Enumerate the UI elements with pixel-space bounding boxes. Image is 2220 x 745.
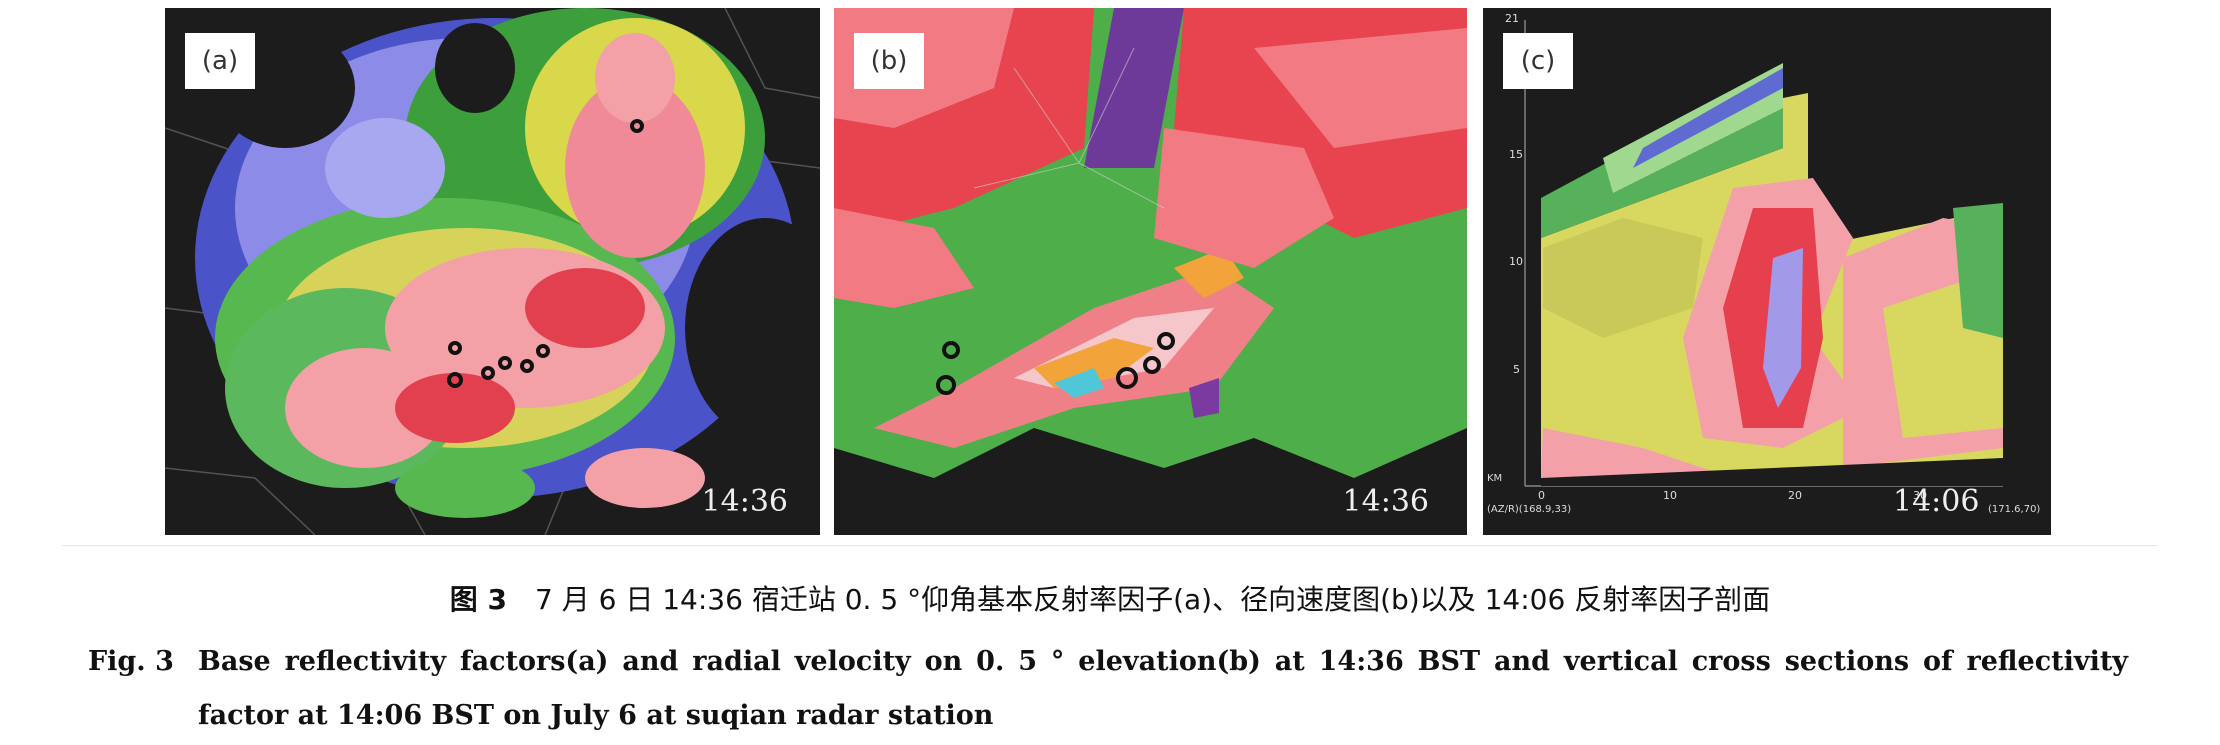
figure-divider — [62, 545, 2157, 546]
x-tick-10: 10 — [1663, 489, 1677, 502]
end-coordinate: (171.6,70) — [1988, 504, 2041, 515]
caption-english-label: Fig. 3 — [88, 646, 174, 677]
y-tick-10: 10 — [1509, 255, 1523, 268]
cross-section-image — [1483, 8, 2051, 535]
panel-b-radial-velocity: (b) 14:36 — [834, 8, 1467, 535]
panel-c-cross-section: (c) 21 15 10 5 KM 0 10 20 30 (AZ/R)(168.… — [1483, 8, 2051, 535]
y-tick-21: 21 — [1505, 12, 1519, 25]
x-tick-20: 20 — [1788, 489, 1802, 502]
y-tick-15: 15 — [1509, 148, 1523, 161]
start-coordinate: (AZ/R)(168.9,33) — [1487, 504, 1572, 515]
panel-label-a: (a) — [185, 33, 255, 89]
caption-chinese-label: 图 3 — [449, 583, 508, 616]
x-tick-30: 30 — [1913, 489, 1927, 502]
caption-english: Fig. 3 Base reflectivity factors(a) and … — [88, 635, 2128, 743]
panel-time-b: 14:36 — [1342, 484, 1429, 519]
panel-label-c: (c) — [1503, 33, 1573, 89]
y-tick-5: 5 — [1513, 363, 1520, 376]
panel-time-c: 14:06 — [1893, 484, 1980, 519]
caption-english-text: Base reflectivity factors(a) and radial … — [198, 646, 2128, 731]
x-tick-0: 0 — [1538, 489, 1545, 502]
caption-chinese: 图 3 7 月 6 日 14:36 宿迁站 0. 5 °仰角基本反射率因子(a)、… — [0, 578, 2220, 618]
radial-velocity-image — [834, 8, 1467, 535]
x-unit-label: KM — [1487, 473, 1503, 484]
reflectivity-image — [165, 8, 820, 535]
caption-chinese-text: 7 月 6 日 14:36 宿迁站 0. 5 °仰角基本反射率因子(a)、径向速… — [535, 583, 1771, 616]
panel-label-b: (b) — [854, 33, 924, 89]
panel-a-reflectivity: (a) 14:36 — [165, 8, 820, 535]
panel-time-a: 14:36 — [701, 484, 788, 519]
